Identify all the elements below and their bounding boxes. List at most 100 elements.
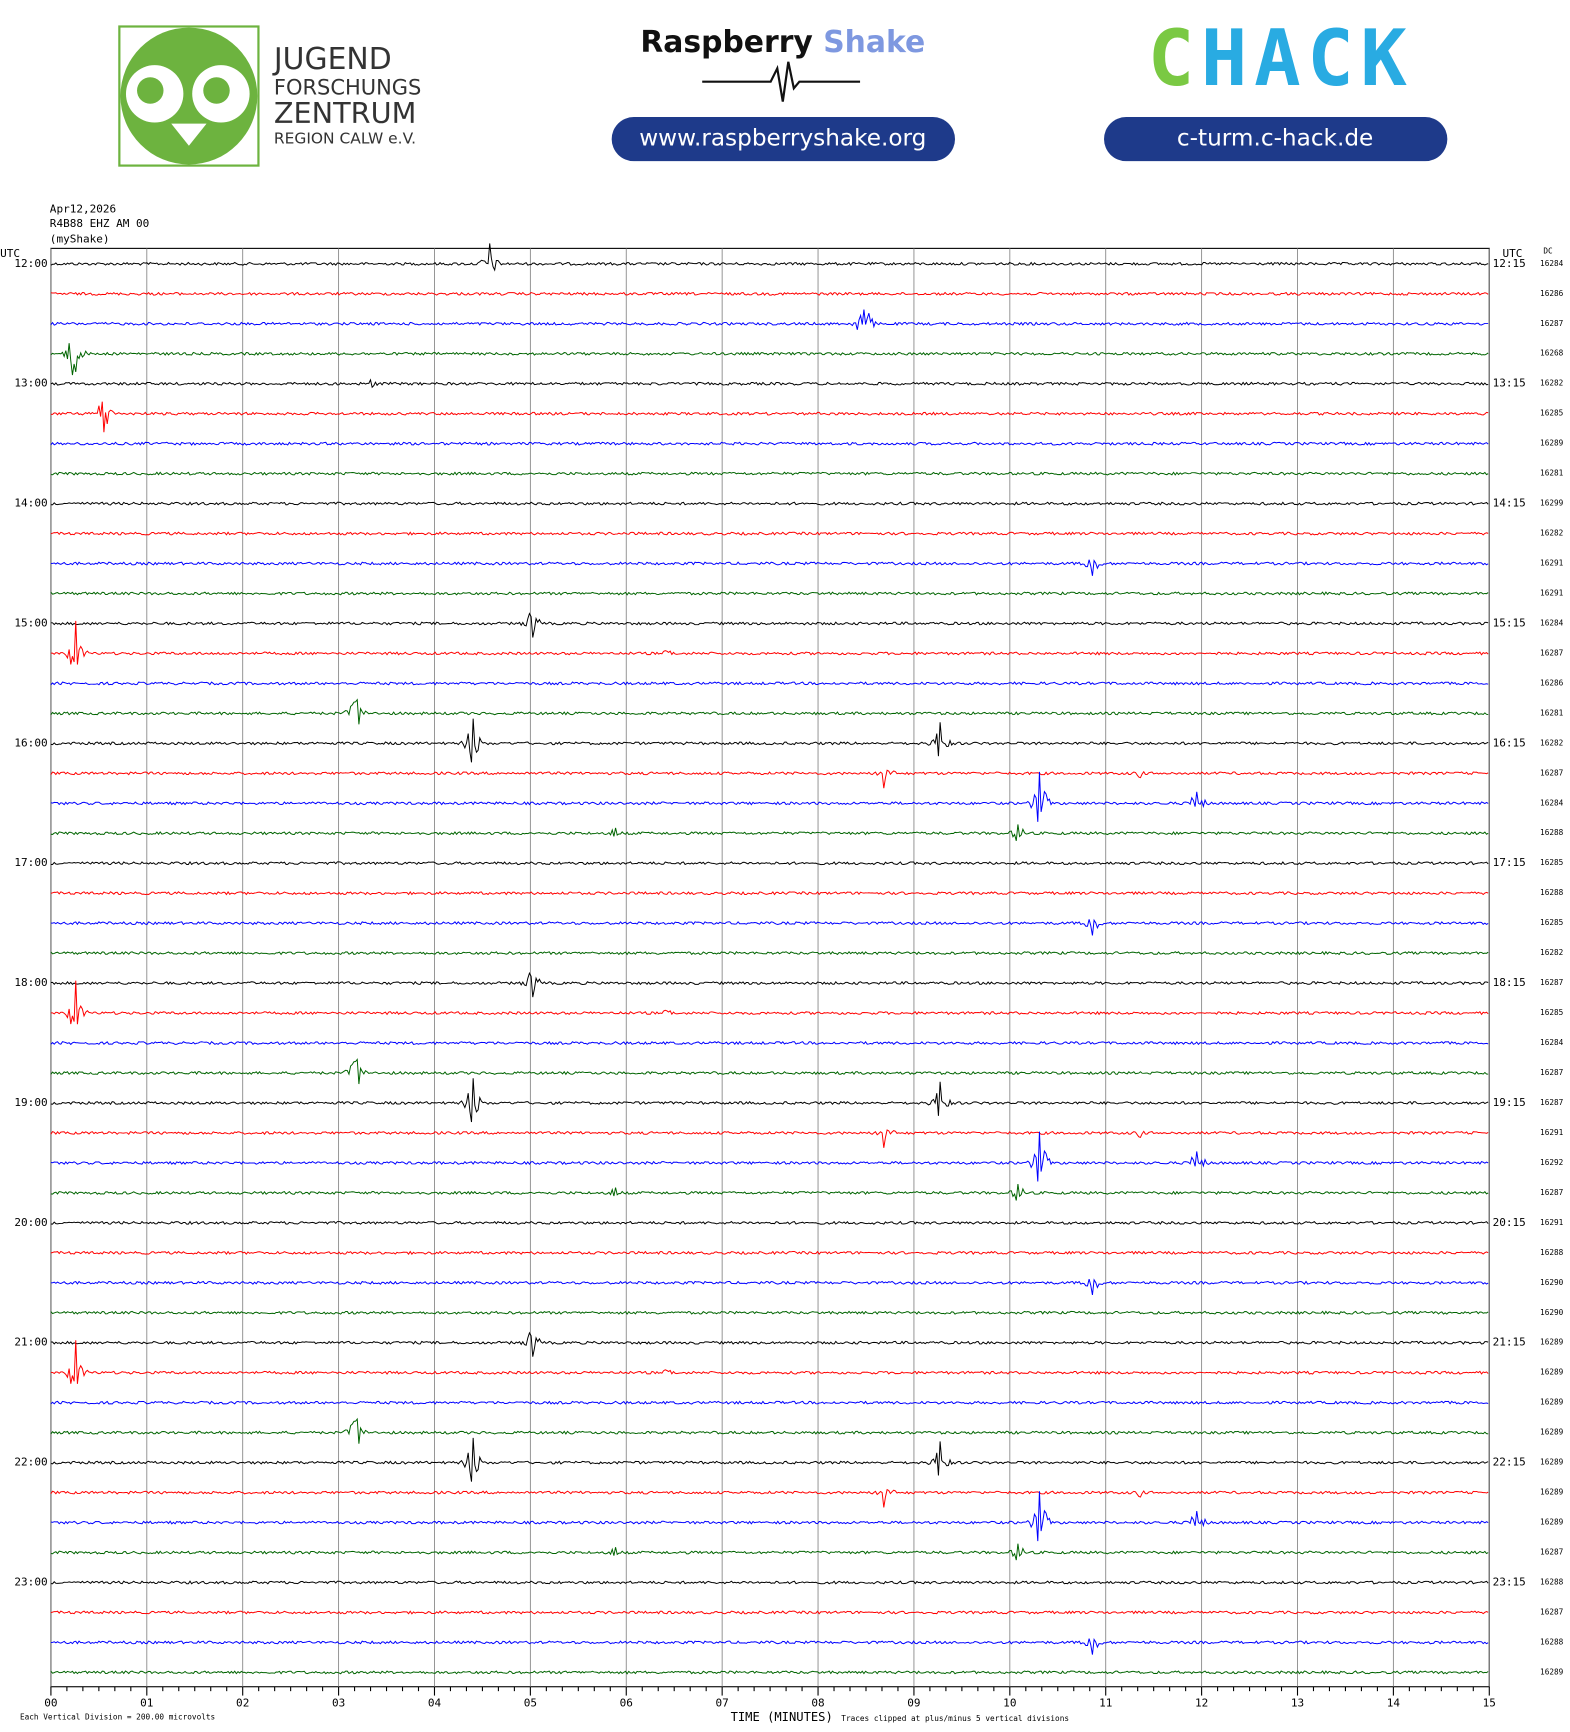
x-tick-label: 00 [44,1696,57,1709]
trace [50,1310,1489,1316]
row-time-left: 14:00 [14,497,47,510]
dc-value: 16290 [1540,1308,1564,1317]
trace [50,1250,1489,1255]
dc-value: 16292 [1540,1158,1563,1167]
trace [50,620,1489,665]
dc-value: 16289 [1540,1428,1564,1437]
trace [50,243,1489,272]
dc-value: 16291 [1540,1218,1564,1227]
dc-value: 16289 [1540,1368,1564,1377]
x-tick-label: 11 [1099,1696,1112,1709]
trace [50,918,1489,936]
trace [50,1488,1489,1508]
trace [50,441,1489,446]
dc-value: 16287 [1540,768,1564,777]
dc-value: 16282 [1540,738,1563,747]
dc-value: 16282 [1540,948,1563,957]
dc-value: 16289 [1540,1518,1564,1527]
trace [50,1183,1489,1201]
row-time-left: 19:00 [14,1096,47,1109]
dc-value: 16288 [1540,1637,1564,1646]
row-time-right: 18:15 [1493,976,1526,989]
url[interactable]: c-turm.c-hack.de [1177,125,1373,152]
org-line: JUGEND [272,42,392,77]
dc-value: 16287 [1540,1548,1564,1557]
row-time-right: 19:15 [1493,1096,1526,1109]
x-tick-label: 13 [1291,1696,1304,1709]
trace [50,1340,1489,1384]
dc-value: 16285 [1540,409,1564,418]
row-time-right: 20:15 [1493,1216,1526,1229]
row-time-left: 20:00 [14,1216,47,1229]
chack-rest: HACK [1201,14,1414,104]
row-time-left: 16:00 [14,736,47,749]
row-time-left: 17:00 [14,856,47,869]
dc-value: 16299 [1540,499,1564,508]
scale-note: Each Vertical Division = 200.00 microvol… [20,1713,215,1722]
row-time-left: 22:00 [14,1456,47,1469]
dc-value: 16282 [1540,529,1563,538]
dc-value: 16285 [1540,1008,1564,1017]
row-time-left: 18:00 [14,976,47,989]
meta: R4B88 EHZ AM 00 [50,217,149,230]
row-time-right: 17:15 [1493,856,1526,869]
trace [50,501,1489,506]
url-pill [1104,117,1448,162]
trace [50,771,1489,822]
trace [50,1331,1489,1357]
trace [50,1610,1489,1615]
dc-value: 16281 [1540,469,1564,478]
dc-value: 16287 [1540,1607,1564,1616]
row-time-right: 16:15 [1493,736,1526,749]
trace [50,1220,1489,1225]
org-line: ZENTRUM [274,96,416,130]
trace [50,1543,1489,1561]
trace [50,1437,1489,1482]
trace [50,861,1489,866]
trace [50,471,1489,476]
trace [50,980,1489,1025]
trace [50,612,1489,638]
dc-value: 16282 [1540,379,1563,388]
url[interactable]: www.raspberryshake.org [639,125,926,152]
x-tick-label: 01 [140,1696,153,1709]
row-time-right: 15:15 [1493,616,1526,629]
dc-value: 16287 [1540,648,1564,657]
trace [50,1040,1489,1046]
plot-frame [50,247,1490,1688]
dc-value: 16287 [1540,1188,1564,1197]
meta: (myShake) [50,233,110,246]
row-time-left: 23:00 [14,1575,47,1588]
chack-logo: CHACK [1148,14,1414,104]
trace [50,950,1489,956]
brand-first: Raspberry [640,25,812,60]
dc-value: 16289 [1540,1338,1564,1347]
trace [50,591,1489,596]
dc-value: 16284 [1540,1038,1564,1047]
meta: Apr12,2026 [50,203,116,216]
row-time-left: 21:00 [14,1336,47,1349]
trace [50,824,1489,841]
trace [50,559,1489,576]
brand-wave [702,61,861,102]
x-tick-label: 10 [1003,1696,1016,1709]
dc-value: 16284 [1540,618,1564,627]
dc-value: 16289 [1540,1398,1564,1407]
trace [50,1417,1489,1444]
org-line: FORSCHUNGS [274,75,421,99]
x-tick-label: 08 [811,1696,824,1709]
trace [50,1670,1489,1675]
trace [50,681,1489,686]
x-tick-label: 05 [524,1696,537,1709]
trace [50,378,1489,389]
dc-value: 16291 [1540,588,1564,597]
trace [50,1638,1489,1655]
trace [50,1078,1489,1123]
dc-value: 16289 [1540,439,1564,448]
dc-value: 16285 [1540,918,1564,927]
unit-label: UTC [1503,247,1523,260]
dc-value: 16287 [1540,978,1564,987]
dc-value: 16288 [1540,828,1564,837]
